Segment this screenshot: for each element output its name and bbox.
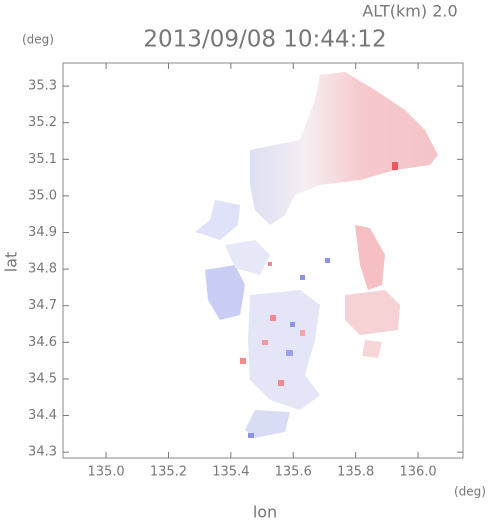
x-tick-label: 136.0 bbox=[399, 465, 436, 480]
x-unit: (deg) bbox=[454, 485, 486, 499]
x-tick-label: 135.0 bbox=[87, 465, 124, 480]
radar-echo bbox=[195, 72, 438, 438]
chart-title: 2013/09/08 10:44:12 bbox=[143, 27, 386, 53]
y-tick-label: 34.4 bbox=[28, 408, 57, 423]
x-tick-label: 135.2 bbox=[150, 465, 187, 480]
x-tick-label: 135.4 bbox=[212, 465, 249, 480]
y-tick-label: 34.5 bbox=[28, 371, 57, 386]
y-axis-label: lat bbox=[2, 252, 21, 273]
x-tick-label: 135.8 bbox=[337, 465, 374, 480]
y-unit: (deg) bbox=[22, 33, 54, 47]
y-tick-label: 34.8 bbox=[28, 262, 57, 277]
y-tick-label: 35.1 bbox=[28, 152, 57, 167]
y-tick-label: 35.2 bbox=[28, 115, 57, 130]
y-tick-label: 34.3 bbox=[28, 445, 57, 460]
y-tick-label: 34.7 bbox=[28, 298, 57, 313]
x-axis-label: lon bbox=[253, 503, 277, 521]
y-tick-label: 34.9 bbox=[28, 225, 57, 240]
y-tick-label: 35.0 bbox=[28, 188, 57, 203]
y-tick-label: 34.6 bbox=[28, 335, 57, 350]
x-tick-label: 135.6 bbox=[275, 465, 312, 480]
y-tick-label: 35.3 bbox=[28, 79, 57, 94]
alt-label: ALT(km) 2.0 bbox=[362, 2, 457, 21]
plot-frame bbox=[62, 62, 464, 459]
